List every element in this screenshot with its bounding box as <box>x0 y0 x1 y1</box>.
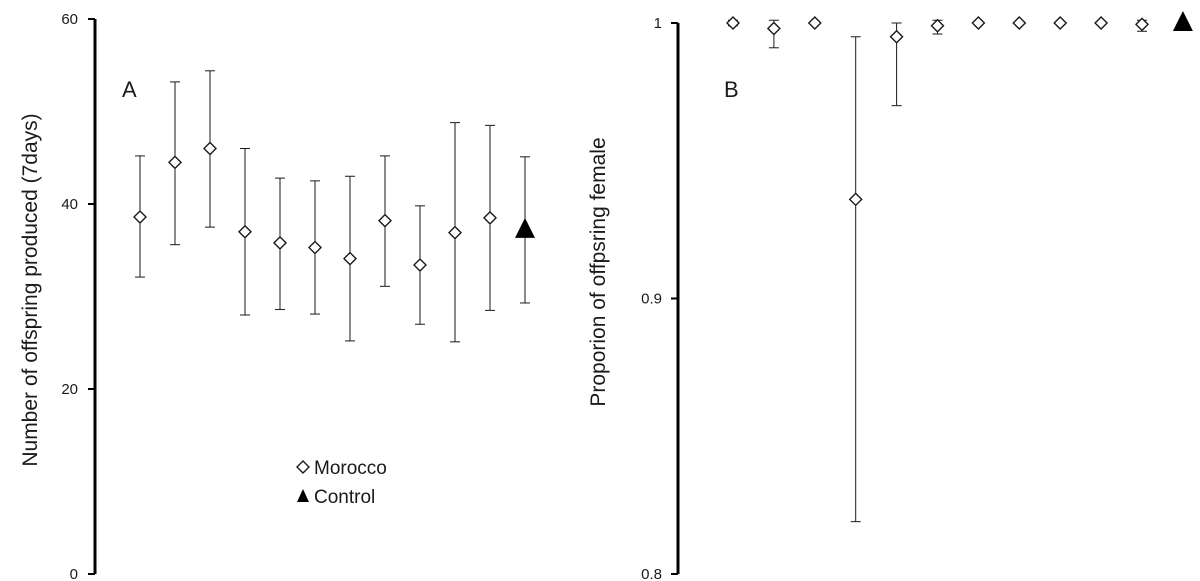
panel-b-point-morocco <box>1012 16 1027 30</box>
legend-item-control: Control <box>297 487 375 508</box>
panel-b-point-morocco <box>807 16 822 30</box>
panel-b-point-morocco <box>766 21 781 36</box>
panel-a-point-morocco <box>413 258 427 273</box>
legend-filled-triangle-marker <box>297 489 309 502</box>
legend-open-diamond-marker <box>296 460 310 474</box>
panel-a-point-morocco <box>238 224 252 239</box>
panel-b-chart: Proporion of offpsring female B 0.8 0.9 1 <box>587 11 1193 581</box>
panel-a-y-tick-label: 0 <box>70 566 78 581</box>
panel-a-y-tick-label: 60 <box>61 11 78 28</box>
panel-b-point-morocco <box>930 18 945 33</box>
panel-b-y-tick-label: 0.9 <box>641 291 662 308</box>
panel-b-point-morocco <box>971 16 986 30</box>
panel-a-point-morocco <box>168 155 182 170</box>
panel-a-point-morocco <box>203 141 217 156</box>
panel-b-point-morocco <box>726 16 740 30</box>
legend-label-control: Control <box>314 487 375 508</box>
panel-a-letter: A <box>122 77 137 102</box>
panel-a-y-axis-label: Number of offspring produced (7days) <box>19 113 42 466</box>
panel-b-y-axis-label: Proporion of offpsring female <box>587 137 610 406</box>
panel-a-point-morocco <box>448 225 462 240</box>
panel-b-point-morocco <box>1135 17 1149 32</box>
panel-a-point-morocco <box>483 210 497 225</box>
panel-b-letter: B <box>724 77 739 102</box>
panel-b-point-morocco <box>1094 16 1109 30</box>
panel-b-point-morocco <box>889 29 904 44</box>
panel-b-y-tick-label: 0.8 <box>641 566 662 581</box>
panel-a-point-morocco <box>378 213 392 228</box>
panel-a-chart: Number of offspring produced (7days) A M… <box>19 11 535 581</box>
legend-item-morocco: Morocco <box>296 458 387 479</box>
panel-a-point-control <box>515 217 535 238</box>
panel-a-point-morocco <box>133 209 147 224</box>
panel-a-point-morocco <box>308 240 322 255</box>
panel-b-y-tick-label: 1 <box>654 15 662 32</box>
panel-a-point-morocco <box>273 235 287 250</box>
panel-b-point-control <box>1172 11 1193 31</box>
panel-a-y-tick-label: 20 <box>61 381 78 398</box>
panel-a-y-tick-label: 40 <box>61 196 78 213</box>
panel-a-point-morocco <box>343 251 357 266</box>
panel-a-legend: Morocco Control <box>296 458 387 508</box>
panel-b-point-morocco <box>848 192 863 207</box>
legend-label-morocco: Morocco <box>314 458 387 479</box>
panel-b-point-morocco <box>1053 16 1068 30</box>
